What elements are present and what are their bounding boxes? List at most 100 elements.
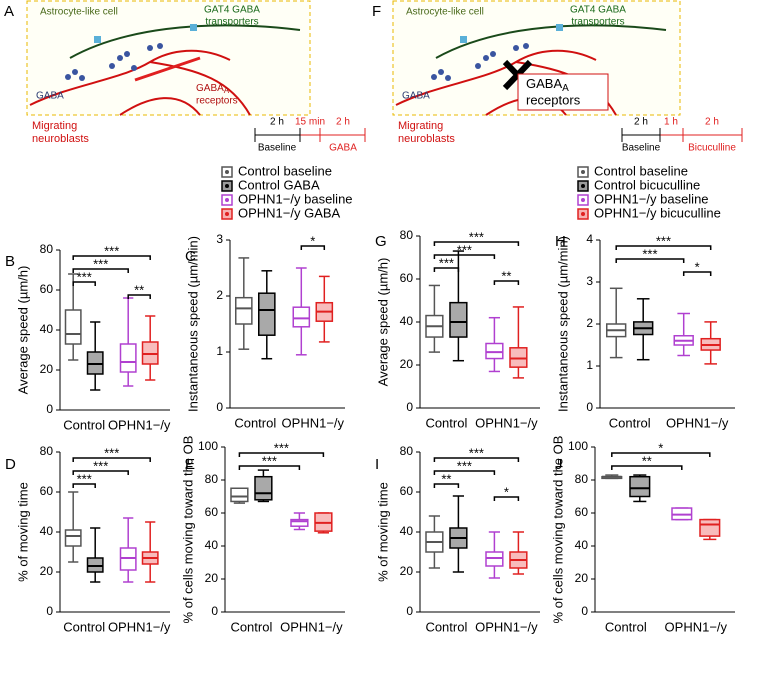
y-tick-label: 60 (400, 484, 414, 498)
significance-bracket (433, 267, 460, 272)
y-tick-label: 3 (216, 232, 223, 246)
box (254, 475, 273, 501)
y-tick-label: 0 (406, 604, 413, 618)
y-tick-label: 100 (568, 439, 588, 453)
arrow (134, 56, 201, 82)
label: 1 h (664, 117, 678, 128)
diagram-frame (26, 0, 311, 116)
y-tick-label: 60 (575, 505, 589, 519)
significance-bracket (72, 457, 151, 462)
label: Baseline (622, 143, 661, 154)
legend-label: OPHN1−/y bicuculline (594, 205, 721, 220)
y-axis-label: % of moving time (15, 482, 30, 582)
y-tick-label: 80 (400, 444, 414, 458)
box (230, 487, 249, 503)
panel-label: F (372, 3, 381, 20)
label: A (224, 86, 230, 95)
panel-label: B (5, 253, 15, 270)
y-tick-label: 40 (40, 524, 54, 538)
panel-label: G (375, 233, 387, 250)
diagram-f: Astrocyte-like cell GAT4 GABA transporte… (372, 0, 743, 154)
significance-label: *** (77, 471, 92, 486)
significance-bracket (611, 452, 711, 457)
significance-label: * (658, 440, 663, 455)
y-tick-label: 60 (400, 271, 414, 285)
legend-dot (225, 184, 229, 188)
significance-bracket (72, 483, 96, 488)
label: receptors (526, 92, 581, 107)
y-tick-label: 80 (40, 242, 54, 256)
transporters (460, 24, 563, 43)
y-tick-label: 0 (46, 402, 53, 416)
label: 15 min (295, 117, 325, 128)
significance-label: *** (439, 255, 454, 270)
significance-bracket (72, 255, 151, 260)
y-tick-label: 20 (400, 357, 414, 371)
label: GABA (329, 143, 357, 154)
astrocyte-membrane (435, 24, 667, 59)
label: GABA (402, 91, 430, 102)
box (235, 296, 253, 325)
significance-bracket (433, 254, 496, 259)
y-tick-label: 0 (216, 400, 223, 414)
x-tick-label: OPHN1−/y (108, 417, 171, 432)
significance-label: ** (642, 453, 652, 468)
y-tick-label: 60 (205, 505, 219, 519)
significance-bracket (493, 496, 520, 501)
y-tick-label: 40 (400, 314, 414, 328)
y-tick-label: 20 (40, 564, 54, 578)
legend-label: Control baseline (238, 163, 332, 178)
significance-bracket (72, 281, 96, 286)
astrocyte-membrane (69, 24, 301, 59)
x-tick-label: OPHN1−/y (475, 619, 538, 634)
significance-bracket (615, 258, 685, 263)
legend-dot (581, 184, 585, 188)
neuroblast (29, 49, 231, 106)
legend-label: OPHN1−/y GABA (238, 205, 341, 220)
significance-bracket (72, 470, 129, 475)
significance-bracket (238, 465, 301, 470)
label: A (562, 83, 569, 94)
x-tick-label: Control (63, 619, 105, 634)
label: 2 h (705, 117, 719, 128)
label: Migrating (32, 120, 77, 132)
significance-bracket (433, 457, 520, 462)
significance-label: ** (441, 471, 451, 486)
y-axis-label: % of cells moving toward the OB (180, 436, 195, 624)
y-tick-label: 4 (586, 232, 593, 246)
gaba-dots (65, 43, 163, 81)
label: GABA (526, 76, 562, 91)
significance-label: *** (469, 229, 484, 244)
y-tick-label: 100 (198, 439, 218, 453)
label: 2 h (634, 117, 648, 128)
label: neuroblasts (32, 133, 89, 145)
y-tick-label: 40 (575, 538, 589, 552)
box (64, 529, 82, 547)
panel-label: A (4, 3, 14, 20)
label: Bicuculline (688, 143, 736, 154)
legend-label: OPHN1−/y baseline (238, 191, 353, 206)
y-tick-label: 1 (216, 344, 223, 358)
y-tick-label: 80 (400, 228, 414, 242)
box (629, 475, 651, 498)
legend-label: Control baseline (594, 163, 688, 178)
y-tick-label: 0 (46, 604, 53, 618)
significance-label: *** (77, 269, 92, 284)
box (290, 518, 309, 527)
label: GAT4 GABA (204, 5, 260, 16)
significance-label: *** (469, 445, 484, 460)
panel-label: E (185, 456, 195, 473)
significance-bracket (300, 245, 326, 250)
significance-bracket (493, 280, 520, 285)
x-tick-label: Control (425, 415, 467, 430)
y-axis-label: Average speed (µm/h) (375, 258, 390, 387)
significance-label: *** (93, 256, 108, 271)
y-tick-label: 0 (406, 400, 413, 414)
y-tick-label: 40 (400, 524, 414, 538)
significance-bracket (433, 241, 520, 246)
y-tick-label: 80 (205, 472, 219, 486)
y-tick-label: 40 (205, 538, 219, 552)
x-tick-label: OPHN1−/y (666, 415, 729, 430)
y-tick-label: 80 (575, 472, 589, 486)
y-tick-label: 2 (586, 316, 593, 330)
